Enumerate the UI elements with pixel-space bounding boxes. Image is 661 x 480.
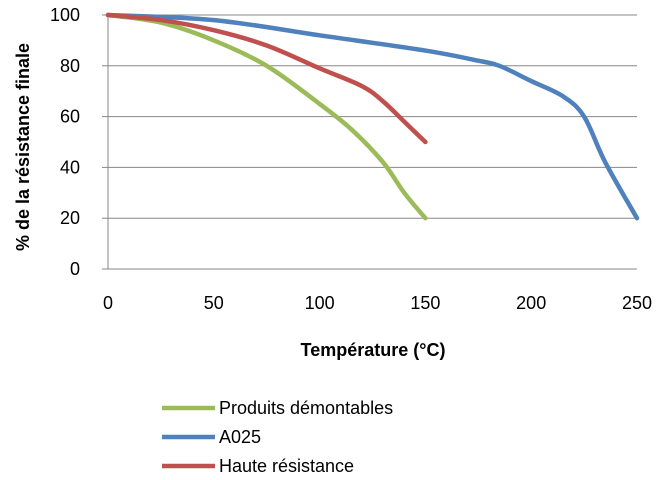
series-line-1 <box>105 12 640 221</box>
series-lines <box>105 12 640 221</box>
axes <box>102 14 637 270</box>
y-tick-labels: 0 20 40 60 80 100 <box>50 5 80 279</box>
x-tick-label: 150 <box>410 293 440 313</box>
x-tick-label: 250 <box>622 293 652 313</box>
y-tick-label: 80 <box>60 56 80 76</box>
legend: Produits démontables A025 Haute résistance <box>162 398 393 476</box>
x-tick-labels: 0 50 100 150 200 250 <box>103 293 652 313</box>
x-tick-label: 100 <box>305 293 335 313</box>
y-tick-label: 0 <box>70 259 80 279</box>
y-tick-label: 40 <box>60 157 80 177</box>
x-tick-label: 0 <box>103 293 113 313</box>
legend-label-2: Haute résistance <box>219 456 354 476</box>
legend-label-0: Produits démontables <box>219 398 393 418</box>
x-tick-label: 200 <box>516 293 546 313</box>
y-tick-label: 20 <box>60 208 80 228</box>
x-axis-title: Température (°C) <box>301 340 446 360</box>
series-line-2 <box>105 12 428 145</box>
gridlines <box>108 14 637 219</box>
x-tick-label: 50 <box>204 293 224 313</box>
y-axis-title: % de la résistance finale <box>13 43 33 251</box>
series-line-0 <box>105 12 428 221</box>
legend-label-1: A025 <box>219 427 261 447</box>
y-tick-label: 100 <box>50 5 80 25</box>
y-tick-label: 60 <box>60 107 80 127</box>
